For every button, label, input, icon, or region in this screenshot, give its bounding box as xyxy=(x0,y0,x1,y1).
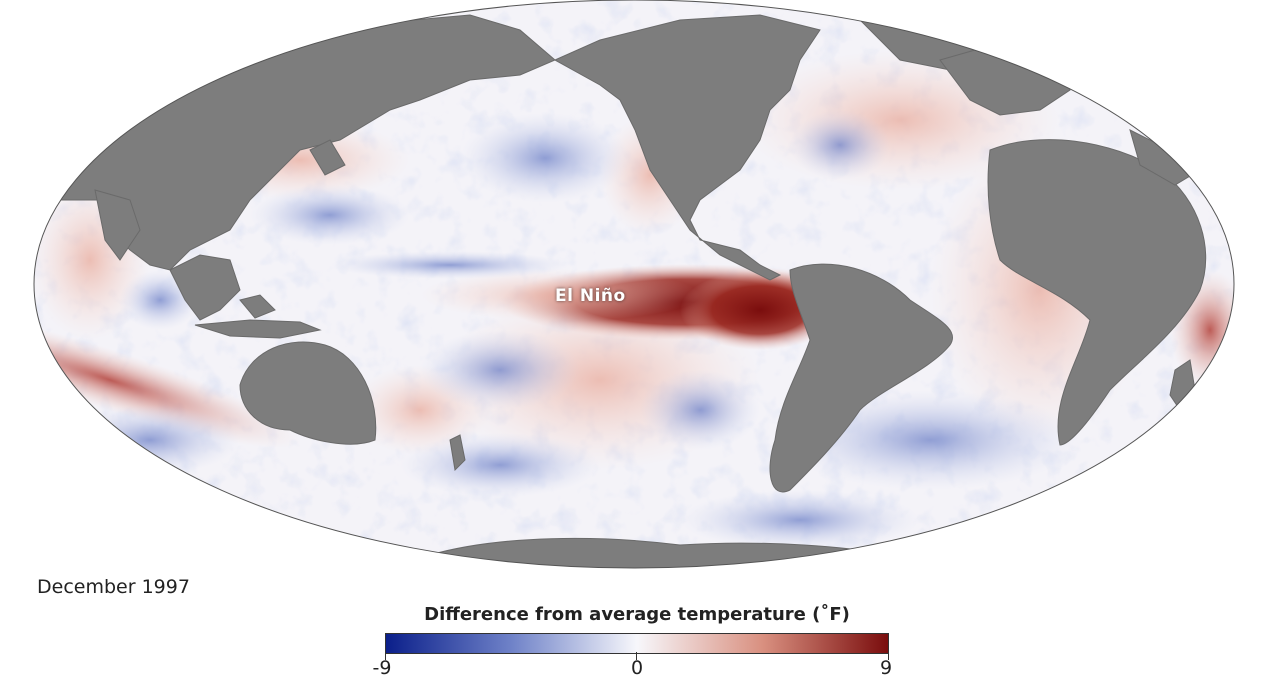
map-border xyxy=(33,0,1235,569)
legend-mid-label: 0 xyxy=(630,657,644,679)
ocean-anomaly-field xyxy=(34,0,1234,568)
legend-tick-mid xyxy=(636,652,637,660)
legend-max-label: 9 xyxy=(879,657,893,679)
sea-surface-temperature-map xyxy=(33,0,1235,569)
el-nino-label: El Niño xyxy=(555,286,626,306)
legend-tick-min xyxy=(385,652,386,660)
legend-tick-max xyxy=(888,652,889,660)
world-map: El Niño xyxy=(33,0,1235,569)
color-scale-bar xyxy=(385,633,889,654)
legend-title: Difference from average temperature (˚F) xyxy=(424,604,850,625)
date-label: December 1997 xyxy=(37,576,190,598)
legend-min-label: -9 xyxy=(372,657,392,679)
